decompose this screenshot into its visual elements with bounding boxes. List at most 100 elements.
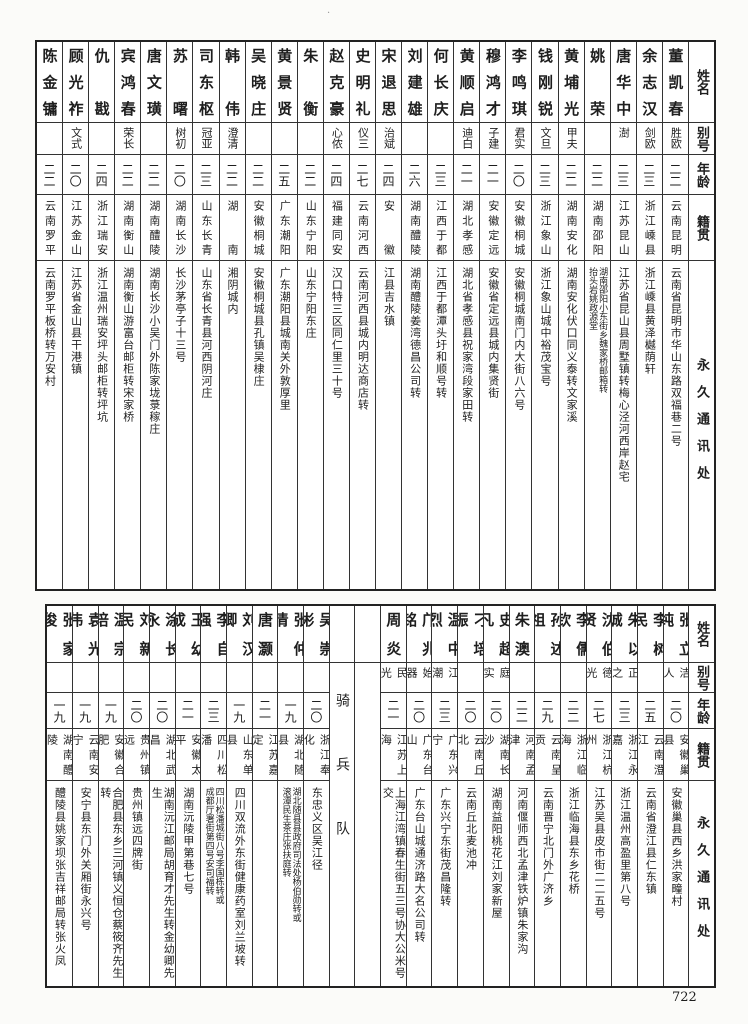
age-field: 二〇 [506, 154, 532, 194]
age-field-text: 二三 [617, 698, 632, 723]
age-field: 二〇 [663, 692, 689, 728]
address-field: 山东省长青县河西阴河庄 [193, 260, 219, 589]
person-name-text: 刁培振 [458, 612, 483, 656]
address-lines: 湖南醴陵姜湾德昌公司转 [409, 267, 422, 583]
address-field: 湘阴城内 [219, 260, 245, 589]
person-name: 余志汉 [637, 42, 662, 122]
person-name-text: 钱刚锐 [535, 48, 554, 116]
alias-field: 冠亚 [193, 122, 219, 154]
native-place-field: 湖南醴陵 [402, 194, 428, 260]
address-field: 云南丘北麦池冲 [458, 780, 483, 986]
person-name: 刘建雄 [402, 42, 427, 122]
native-place-field-text: 安徽合肥 [98, 734, 124, 775]
person-name-text: 唐华中 [614, 48, 633, 116]
alias-field-text: 冠亚 [199, 127, 213, 149]
roster-entry: 周炎 民光 二一 江苏上海 上海江湾镇春生街五三号协大公米号交 [380, 606, 406, 986]
address-lines: 浙江象山城中裕茂宝号 [539, 267, 552, 583]
age-field: 二三 [532, 154, 558, 194]
address-line: 云南省昆明市华山东路双福巷二号 [669, 267, 683, 447]
person-name: 周炎 [381, 606, 406, 662]
address-field: 湖南长沙小吴门外陈家垅菉稼庄 [141, 260, 167, 589]
address-line: 上海江湾镇春生街五三号协大公米号交 [381, 787, 406, 979]
alias-field-text: 荣长 [121, 127, 135, 149]
roster-table-lower: 姓名 别号 年龄 籍贯 永久通讯处 张立纯 洁人 二〇 安徽巢县 安徽巢县西乡洪家疃村 李树民 二五云… [45, 604, 716, 988]
native-place-field: 云南罗平 [36, 194, 63, 260]
address-line: 云南罗平板桥转万安村 [43, 267, 57, 387]
native-place-field-text: 云南罗平 [43, 200, 57, 255]
native-place-field-text: 山东长青 [199, 200, 213, 255]
alias-field-text: 澄清 [226, 127, 240, 149]
person-name: 姚荣 [585, 42, 610, 122]
header-alias-text: 别号 [694, 664, 710, 691]
address-lines: 湖南沅陵甲第巷七号 [182, 787, 195, 980]
native-place-field: 浙江临海 [560, 728, 586, 780]
address-line: 广东潮阳县城南关外敦厚里 [278, 267, 292, 411]
header-column: 姓名 别号 年龄 籍贯 永久通讯处 [688, 606, 714, 986]
address-field: 长沙茅亭子十三号 [167, 260, 193, 589]
person-name: 赵克豪 [324, 42, 349, 122]
alias-field [141, 122, 167, 154]
age-field-text: 一九 [51, 698, 66, 723]
person-name-text: 张家俊 [47, 612, 72, 656]
native-place-field: 云南河西 [349, 194, 375, 260]
person-name-text: 李自强 [201, 612, 226, 656]
person-name-text: 温中烈 [432, 612, 458, 656]
age-field: 一九 [72, 692, 98, 728]
address-line: 江苏吴县皮市街二二五号 [592, 787, 606, 919]
age-field: 二〇 [149, 692, 175, 728]
age-field: 二〇 [458, 692, 483, 728]
age-field-text: 一九 [283, 698, 298, 723]
person-name: 钱刚锐 [532, 42, 557, 122]
address-lines: 安徽桐城县孔镇吴棣庄 [252, 267, 265, 583]
header-address: 永久通讯处 [689, 780, 714, 986]
native-place-field-text: 四川松潘 [201, 734, 226, 775]
native-place-field: 广东潮阳 [271, 194, 297, 260]
roster-entry: 黄景贤 二五 广东潮阳 广东潮阳县城南关外敦厚里 [270, 42, 297, 589]
roster-entry: 王幼成 二一 安徽太平 湖南沅陵甲第巷七号 [174, 606, 201, 986]
address-line: 滚潭民生茶庄张扶庭转 [280, 787, 291, 877]
person-name: 董凯春 [663, 42, 688, 122]
age-field: 一九 [47, 692, 72, 728]
blank-cell [355, 606, 380, 662]
roster-entry: 唐灏 二一 江苏嘉定 [251, 606, 278, 986]
age-field-text: 二一 [257, 698, 272, 723]
alias-field: 始器 [406, 662, 432, 692]
address-line: 长沙茅亭子十三号 [173, 267, 187, 363]
native-place-field: 江苏上海 [381, 728, 406, 780]
alias-field: 胜欧 [662, 122, 688, 154]
address-field: 湖北随县县政府司法处杨伯勋转或 滚潭民生茶庄张扶庭转 [278, 780, 303, 986]
age-field-text: 二二 [42, 162, 56, 187]
person-name: 邝兆铭 [407, 606, 432, 662]
address-lines: 湖南沅江邮局胡育才先生转金幼卿先生 [150, 787, 174, 980]
address-lines: 江苏省昆山县周墅镇转梅心泾河西岸赵宅 [617, 267, 630, 583]
person-name-text: 沈伯贤 [586, 612, 612, 656]
header-name-text: 姓名 [694, 621, 710, 647]
roster-entry: 穆鸿才 子建 二一 安徽定远 安徽省定远县城内集贤街 [479, 42, 506, 589]
native-place-field-text: 湖南衡山 [121, 200, 135, 255]
header-column: 姓名 别号 年龄 籍贯 永久通讯处 [687, 42, 714, 589]
alias-field [245, 122, 271, 154]
address-line: 贵州镇远四牌街 [130, 787, 144, 871]
address-lines: 广东潮阳县城南关外敦厚里 [278, 267, 292, 583]
age-field-text: 一九 [103, 698, 118, 723]
native-place-field-text: 山东宁阳 [304, 200, 318, 255]
person-name: 朱衡 [298, 42, 323, 122]
age-field: 二〇 [406, 692, 432, 728]
age-field-text: 一九 [231, 698, 246, 723]
native-place-field: 浙江奉化 [304, 728, 329, 780]
age-field: 二二 [36, 154, 63, 194]
alias-field: 剑欧 [636, 122, 662, 154]
native-place-field-text: 江西于都 [434, 200, 448, 255]
roster-entry: 温中烈 江潮 二三 广东兴宁 广东兴宁东街茂昌隆转 [431, 606, 458, 986]
alias-field-text: 民光 [381, 667, 406, 678]
native-place-field-text: 浙江奉化 [304, 734, 329, 775]
address-field: 浙江温州高盈里第八号 [612, 780, 637, 986]
alias-field: 德光 [586, 662, 612, 692]
native-place-field-text: 安徽桐城 [512, 200, 526, 255]
alias-field-text: 树初 [173, 127, 187, 149]
address-line: 浙江临海县东乡花桥 [567, 787, 581, 895]
person-name-text: 黄埔光 [562, 48, 581, 116]
address-field: 云南省澄江县仁东镇 [637, 780, 663, 986]
address-lines: 浙江临海县东乡花桥 [567, 787, 581, 980]
address-line: 安宁县东门外关厢街永兴号 [79, 787, 93, 931]
